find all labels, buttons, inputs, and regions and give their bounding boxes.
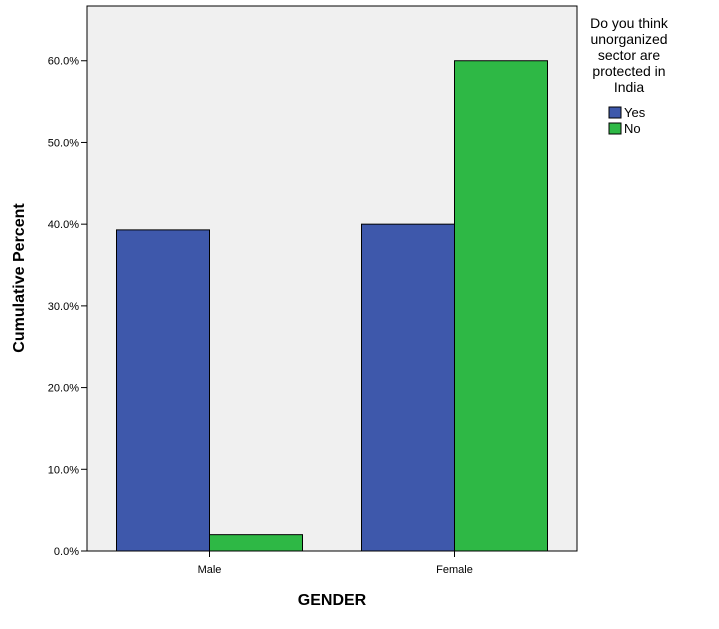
legend-swatch-yes — [608, 106, 622, 119]
legend-title-line: unorganized — [590, 31, 667, 47]
legend-title-line: sector are — [598, 47, 660, 63]
bar-yes-female — [361, 223, 455, 552]
bars — [116, 60, 548, 552]
y-tick-label: 60.0% — [48, 56, 79, 68]
x-axis: Male Female — [198, 551, 473, 576]
y-tick-label: 0.0% — [54, 546, 79, 558]
x-tick-label: Male — [198, 564, 222, 576]
bar-yes-male — [116, 229, 210, 552]
legend-title-line: protected in — [592, 63, 665, 79]
y-tick-label: 50.0% — [48, 137, 79, 149]
y-tick-label: 20.0% — [48, 383, 79, 395]
y-axis: 0.0% 10.0% 20.0% 30.0% 40.0% 50.0% 60.0% — [48, 56, 87, 558]
legend-label-no: No — [624, 121, 641, 136]
x-axis-title: GENDER — [298, 592, 367, 609]
legend-title-line: Do you think — [590, 15, 669, 31]
legend-title-line: India — [614, 79, 645, 95]
y-tick-label: 40.0% — [48, 219, 79, 231]
legend: Do you think unorganized sector are prot… — [590, 15, 669, 136]
bar-no-male — [209, 534, 303, 552]
y-tick-label: 10.0% — [48, 464, 79, 476]
legend-label-yes: Yes — [624, 105, 646, 120]
x-tick-label: Female — [436, 564, 473, 576]
legend-swatch-no — [608, 122, 622, 135]
y-tick-label: 30.0% — [48, 301, 79, 313]
bar-no-female — [454, 60, 548, 552]
y-axis-title: Cumulative Percent — [11, 203, 28, 353]
